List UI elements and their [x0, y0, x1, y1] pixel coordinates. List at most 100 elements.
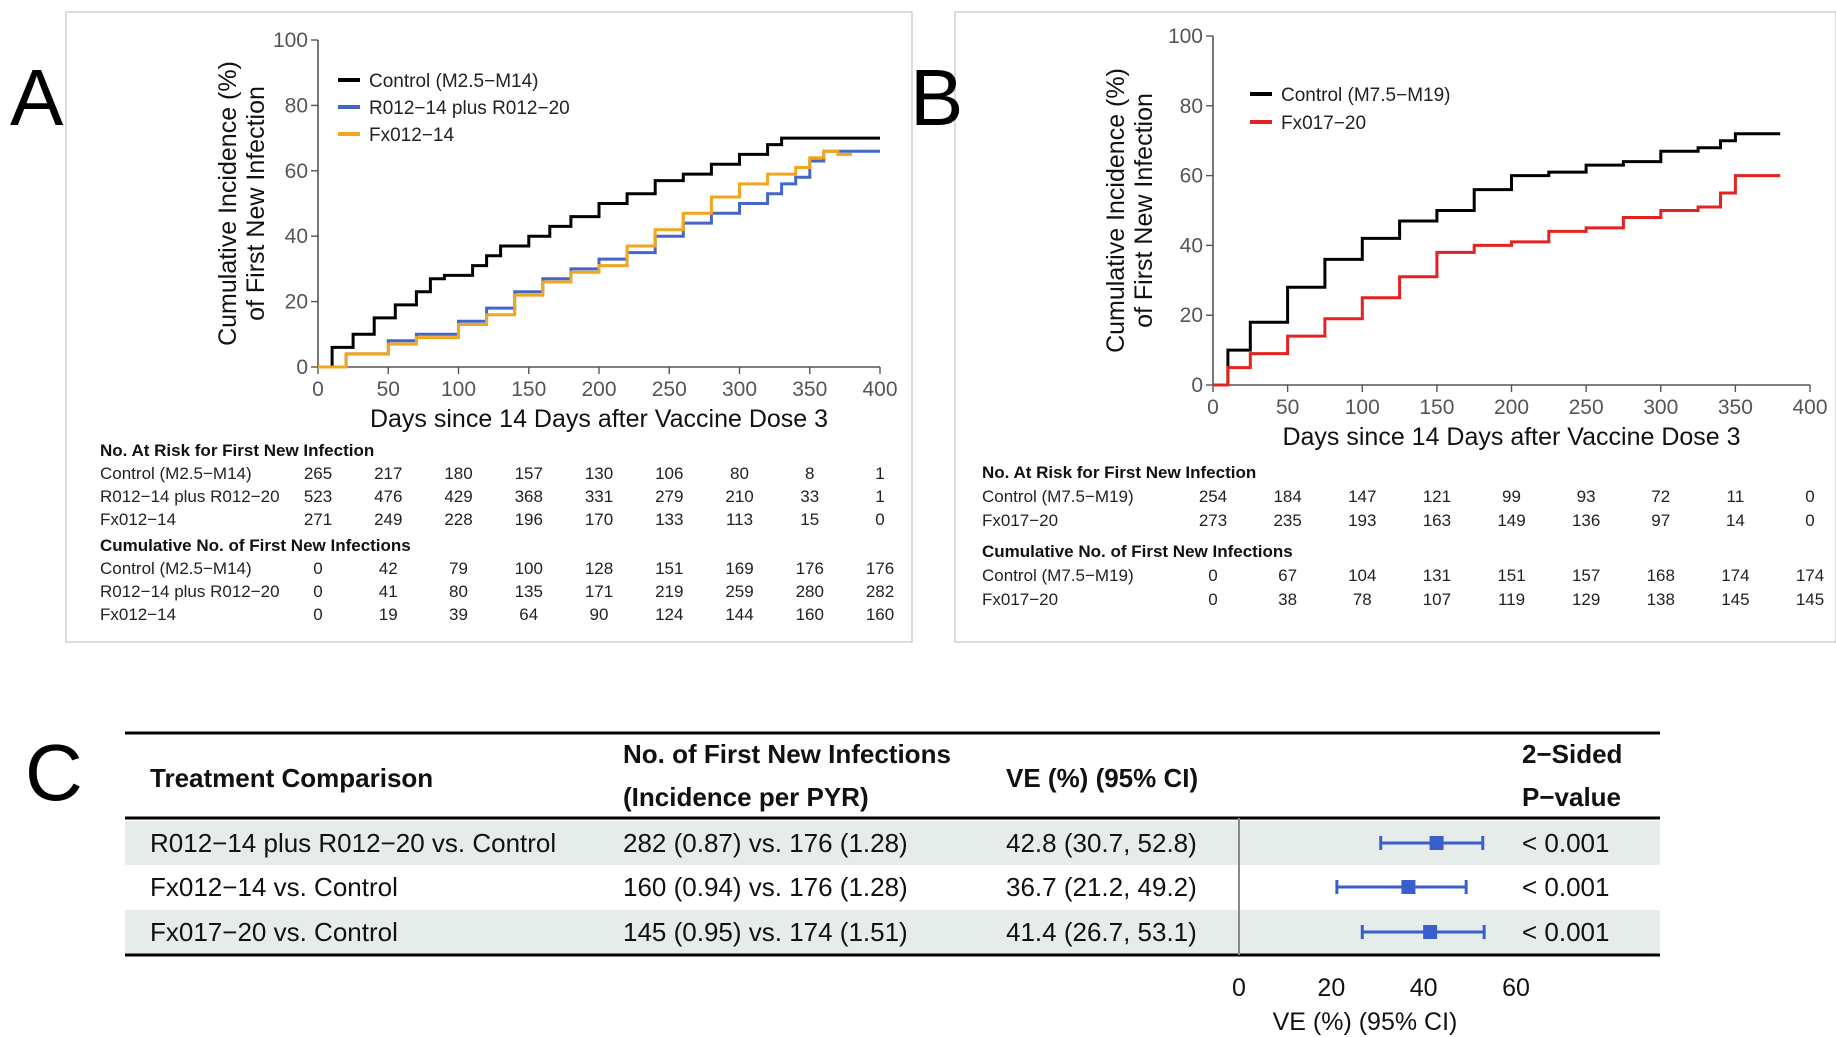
y-tick-label: 0: [296, 356, 308, 379]
cumulative-value: 119: [1498, 590, 1525, 609]
cumulative-value: 157: [1572, 566, 1600, 585]
cumulative-value: 131: [1423, 566, 1451, 585]
row-infections: 160 (0.94) vs. 176 (1.28): [623, 872, 908, 902]
at-risk-value: 33: [800, 487, 819, 506]
x-tick-label: 300: [1643, 396, 1678, 419]
at-risk-value: 163: [1423, 511, 1451, 530]
y-axis-title-line1: Cumulative Incidence (%): [1102, 68, 1130, 353]
cumulative-value: 174: [1796, 566, 1824, 585]
at-risk-value: 193: [1348, 511, 1376, 530]
at-risk-value: 368: [515, 487, 543, 506]
series-line-2: [318, 149, 880, 369]
forest-axis-title: VE (%) (95% CI): [1273, 1008, 1458, 1036]
x-tick-label: 150: [511, 378, 546, 401]
ve-point: [1401, 880, 1416, 894]
cumulative-value: 79: [449, 559, 468, 578]
at-risk-value: 1: [875, 487, 884, 506]
at-risk-value: 93: [1577, 487, 1596, 506]
cumulative-value: 168: [1647, 566, 1675, 585]
header-infections-line1: No. of First New Infections: [623, 739, 951, 769]
x-axis-title: Days since 14 Days after Vaccine Dose 3: [370, 405, 828, 433]
cumulative-value: 171: [585, 582, 613, 601]
x-tick-label: 100: [1345, 396, 1380, 419]
series-line-1: [318, 136, 880, 369]
cumulative-value: 129: [1572, 590, 1600, 609]
y-tick-label: 0: [1191, 374, 1203, 397]
at-risk-value: 331: [585, 487, 613, 506]
cumulative-value: 80: [449, 582, 468, 601]
cumulative-row-label: R012−14 plus R012−20: [100, 582, 280, 601]
at-risk-value: 97: [1651, 511, 1670, 530]
header-p-line2: P−value: [1522, 782, 1621, 812]
at-risk-value: 249: [374, 510, 402, 529]
at-risk-value: 523: [304, 487, 332, 506]
cumulative-value: 138: [1647, 590, 1675, 609]
at-risk-value: 121: [1423, 487, 1451, 506]
y-tick-label: 40: [285, 225, 308, 248]
forest-tick-label: 20: [1317, 974, 1345, 1002]
at-risk-value: 196: [515, 510, 543, 529]
cumulative-value: 100: [515, 559, 543, 578]
x-tick-label: 300: [722, 378, 757, 401]
cumulative-value: 0: [313, 582, 322, 601]
x-tick-label: 50: [377, 378, 400, 401]
at-risk-row-label: Fx017−20: [982, 511, 1058, 530]
forest-tick-label: 40: [1410, 974, 1438, 1002]
forest-tick-label: 60: [1502, 974, 1530, 1002]
cumulative-row-label: Control (M2.5−M14): [100, 559, 252, 578]
cumulative-value: 219: [655, 582, 683, 601]
x-tick-label: 150: [1419, 396, 1454, 419]
x-tick-label: 200: [1494, 396, 1529, 419]
at-risk-value: 170: [585, 510, 613, 529]
x-tick-label: 50: [1276, 396, 1299, 419]
cumulative-value: 282: [866, 582, 894, 601]
cumulative-value: 151: [1497, 566, 1525, 585]
at-risk-value: 8: [805, 464, 814, 483]
y-tick-label: 100: [1168, 25, 1203, 48]
cumulative-value: 259: [725, 582, 753, 601]
at-risk-value: 99: [1502, 487, 1521, 506]
at-risk-value: 1: [875, 464, 884, 483]
at-risk-value: 271: [304, 510, 332, 529]
cumulative-value: 124: [655, 605, 683, 624]
row-ve: 36.7 (21.2, 49.2): [1006, 872, 1197, 902]
cumulative-value: 128: [585, 559, 613, 578]
y-axis-title-line1: Cumulative Incidence (%): [214, 61, 242, 346]
at-risk-value: 228: [444, 510, 472, 529]
row-p-value: < 0.001: [1522, 872, 1609, 902]
at-risk-value: 254: [1199, 487, 1227, 506]
panel-letter: B: [910, 53, 963, 142]
panel-a-risk-table: No. At Risk for First New Infection Contr…: [100, 441, 894, 624]
row-treatment: Fx017−20 vs. Control: [150, 917, 398, 947]
at-risk-title: No. At Risk for First New Infection: [100, 441, 374, 460]
at-risk-value: 11: [1727, 487, 1745, 506]
cumulative-value: 176: [866, 559, 894, 578]
panel-b-chart: B 0 50 100 150 200 250 300 350 400 0 20 40 60 80 100 Day…: [910, 25, 1828, 451]
at-risk-value: 235: [1273, 511, 1301, 530]
at-risk-value: 106: [655, 464, 683, 483]
row-treatment: R012−14 plus R012−20 vs. Control: [150, 828, 556, 858]
at-risk-value: 136: [1572, 511, 1600, 530]
cumulative-row-label: Fx012−14: [100, 605, 176, 624]
y-tick-label: 80: [285, 94, 308, 117]
cumulative-value: 144: [725, 605, 753, 624]
legend-label: Fx017−20: [1281, 113, 1366, 134]
ve-point: [1429, 836, 1444, 850]
at-risk-row-label: R012−14 plus R012−20: [100, 487, 280, 506]
at-risk-value: 0: [875, 510, 884, 529]
cumulative-value: 145: [1721, 590, 1749, 609]
row-p-value: < 0.001: [1522, 828, 1609, 858]
cumulative-value: 41: [379, 582, 398, 601]
at-risk-value: 0: [1805, 511, 1814, 530]
at-risk-value: 15: [800, 510, 819, 529]
x-axis-title: Days since 14 Days after Vaccine Dose 3: [1282, 423, 1740, 451]
cumulative-value: 160: [796, 605, 824, 624]
cumulative-value: 104: [1348, 566, 1376, 585]
at-risk-value: 0: [1805, 487, 1814, 506]
cumulative-value: 64: [519, 605, 538, 624]
at-risk-row-label: Control (M7.5−M19): [982, 487, 1134, 506]
at-risk-value: 265: [304, 464, 332, 483]
cumulative-value: 38: [1278, 590, 1297, 609]
cumulative-value: 280: [796, 582, 824, 601]
at-risk-value: 133: [655, 510, 683, 529]
